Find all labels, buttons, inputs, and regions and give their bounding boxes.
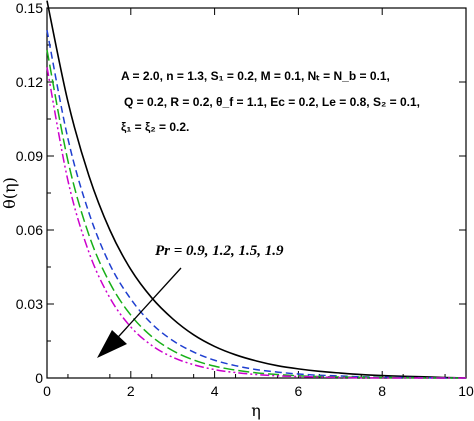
y-tick-label: 0.03 bbox=[16, 296, 43, 312]
y-tick-label: 0.12 bbox=[16, 74, 43, 90]
pr-annotation: Pr = 0.9, 1.2, 1.5, 1.9 bbox=[155, 243, 284, 259]
plot-frame bbox=[46, 7, 467, 379]
x-axis: 0 2 4 6 8 10 bbox=[43, 8, 474, 399]
x-tick-label: 2 bbox=[127, 383, 135, 399]
y-tick-label: 0.06 bbox=[16, 222, 43, 238]
x-tick-label: 4 bbox=[211, 383, 219, 399]
y-axis: 0 0.03 0.06 0.09 0.12 0.15 bbox=[16, 0, 466, 386]
x-tick-label: 6 bbox=[295, 383, 303, 399]
y-axis-label: θ(η) bbox=[0, 177, 19, 209]
x-tick-label: 8 bbox=[378, 383, 386, 399]
series-line-2 bbox=[46, 30, 467, 379]
pr-arrow-head bbox=[97, 330, 127, 358]
y-tick-label: 0.15 bbox=[16, 0, 43, 16]
x-tick-label: 0 bbox=[43, 383, 51, 399]
parameters-line-3: ξ₁ = ξ₂ = 0.2. bbox=[121, 120, 189, 134]
x-axis-label: η bbox=[251, 401, 261, 420]
series-line-4 bbox=[46, 67, 466, 379]
pr-arrow-shaft bbox=[109, 267, 182, 347]
parameters-line-1: A = 2.0, n = 1.3, S₁ = 0.2, M = 0.1, Nₜ … bbox=[121, 69, 390, 83]
parameters-line-2: Q = 0.2, R = 0.2, θ_f = 1.1, Ec = 0.2, L… bbox=[124, 95, 420, 109]
y-tick-label: 0 bbox=[35, 370, 43, 386]
x-tick-label: 10 bbox=[458, 383, 474, 399]
series-layer bbox=[46, 0, 467, 379]
series-line-1 bbox=[46, 0, 467, 379]
y-tick-label: 0.09 bbox=[16, 148, 43, 164]
